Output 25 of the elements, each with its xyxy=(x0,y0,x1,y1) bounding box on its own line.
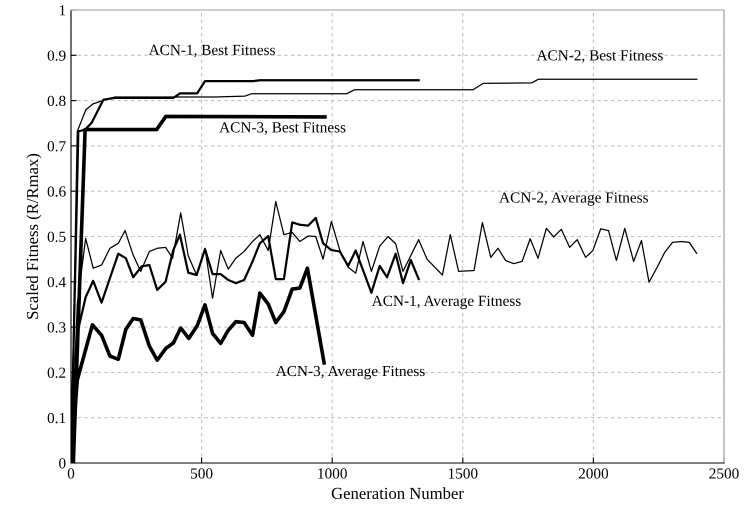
x-axis-title: Generation Number xyxy=(332,487,464,499)
y-tick-label: 0.2 xyxy=(48,368,66,378)
y-tick-label: 0.4 xyxy=(48,276,66,288)
x-tick-label: 2500 xyxy=(709,468,739,479)
annotation: ACN-1, Average Fitness xyxy=(372,296,521,310)
x-tick-label: 500 xyxy=(191,468,212,479)
annotation: ACN-3, Best Fitness xyxy=(219,122,346,135)
annotation: ACN-2, Best Fitness xyxy=(536,50,663,63)
y-tick-label: 0.7 xyxy=(48,141,66,152)
y-tick-label: 0.6 xyxy=(48,186,66,197)
y-tick-label: 0 xyxy=(59,458,66,468)
y-tick-label: 0.3 xyxy=(48,322,66,333)
y-tick-label: 0.5 xyxy=(48,232,66,242)
x-tick-label: 2000 xyxy=(578,468,608,479)
y-tick-label: 1 xyxy=(60,5,66,16)
annotation: ACN-2, Average Fitness xyxy=(499,192,648,206)
y-axis-title: Scaled Fitness (R/Rmax) xyxy=(26,154,42,319)
y-tick-label: 0.1 xyxy=(48,412,66,424)
y-tick-label: 0.9 xyxy=(48,50,66,61)
x-tick-label: 1000 xyxy=(318,468,347,479)
x-tick-label: 0 xyxy=(68,468,74,479)
x-tick-label: 1500 xyxy=(448,468,478,479)
annotation: ACN-1, Best Fitness xyxy=(148,44,275,58)
annotation: ACN-3, Average Fitness xyxy=(276,366,425,380)
y-tick-label: 0.8 xyxy=(48,96,66,106)
